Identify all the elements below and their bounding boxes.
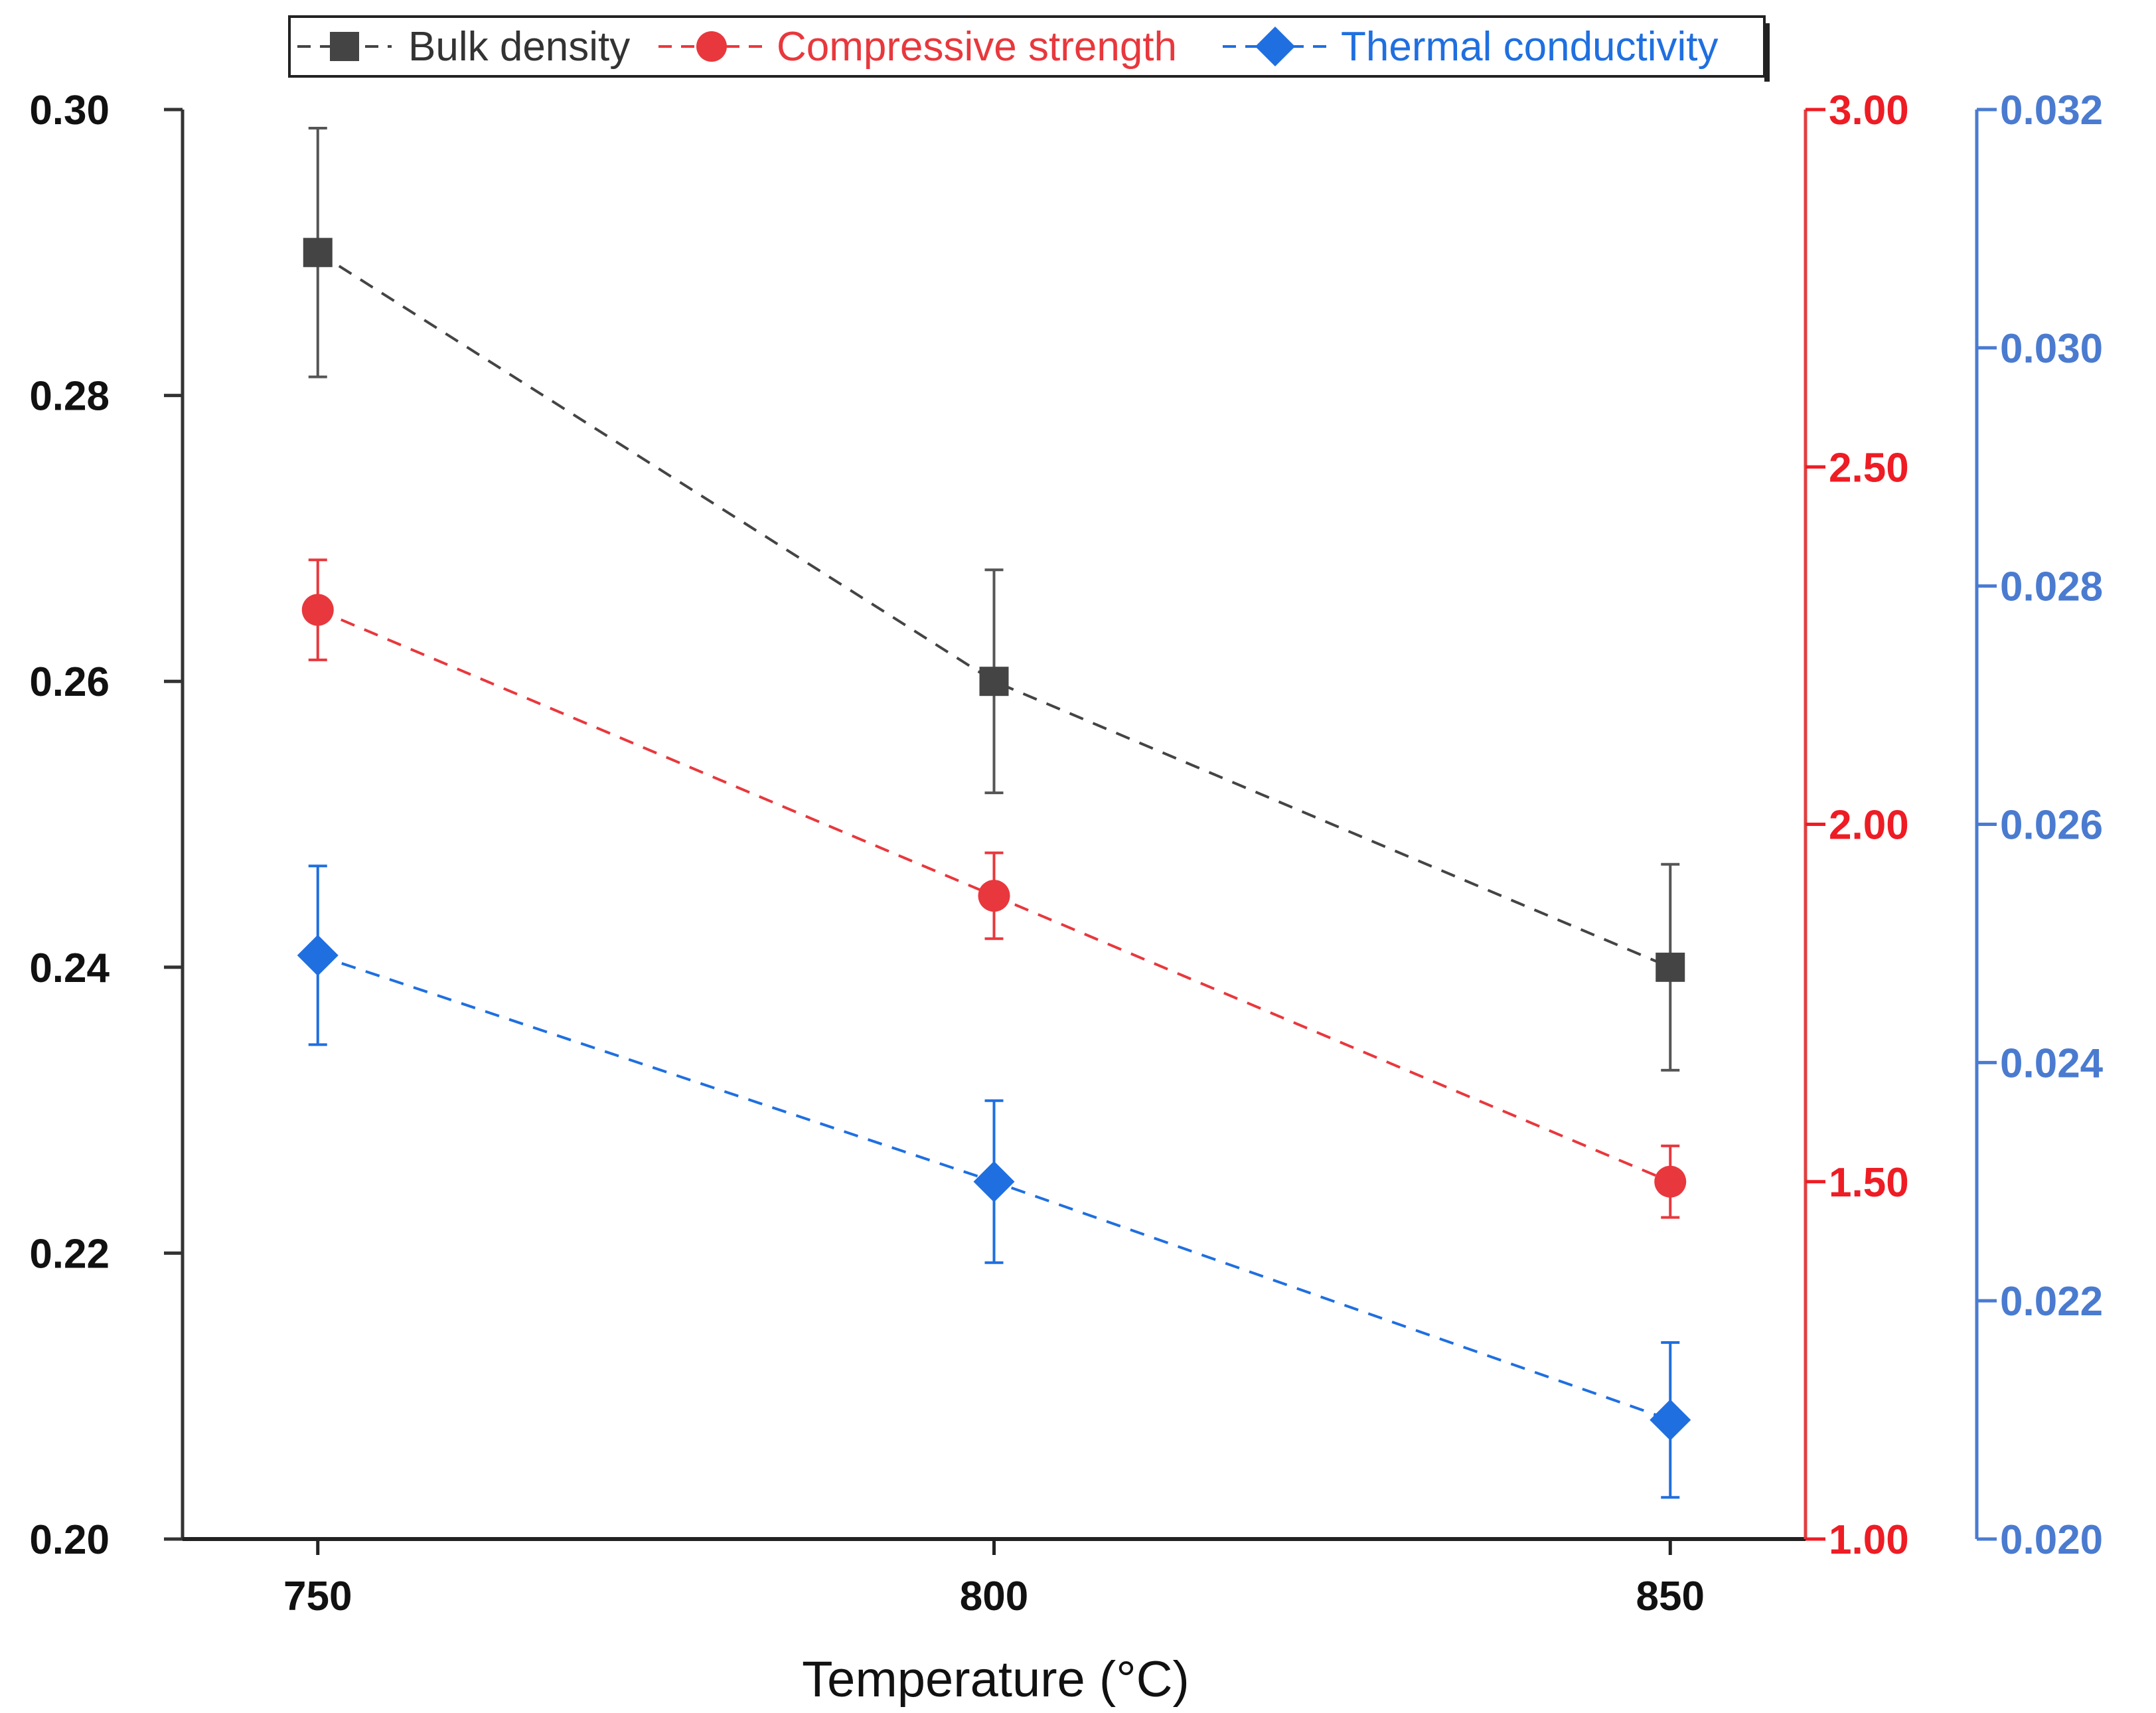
left-axis-tick-label: 0.24 [29,945,110,991]
legend-square-marker [330,32,359,61]
legend-item-compressive-strength: Compressive strength [658,24,1177,70]
right1-axis-tick-label: 2.50 [1829,445,1909,491]
left-axis-tick-label: 0.20 [29,1517,110,1563]
data-point-compressive-strength [1654,1165,1687,1198]
legend-label: Compressive strength [777,24,1177,70]
legend: Bulk density Compressive strength Therma… [288,15,1770,82]
left-axis-tick-label: 0.26 [29,659,110,705]
legend-label: Thermal conductivity [1341,24,1719,70]
x-axis-tick-label: 800 [960,1574,1028,1619]
right2-axis-tick-label: 0.030 [2000,326,2103,372]
legend-label: Bulk density [408,24,630,70]
right2-axis-tick-label: 0.028 [2000,564,2103,610]
x-axis-title: Temperature (°C) [802,1651,1190,1708]
data-point-thermal-conductivity [973,1161,1015,1202]
data-point-compressive-strength [978,880,1010,912]
right2-axis-tick-label: 0.022 [2000,1279,2103,1325]
series-line-bulk-density [317,251,1671,969]
data-point-compressive-strength [301,594,334,626]
x-axis-tick-label: 850 [1636,1574,1705,1619]
left-axis-tick-label: 0.22 [29,1231,110,1277]
ticks-layer: 0.20 0.22 0.24 0.26 0.28 0.30 1.00 1.50 2.00 2.50… [29,88,2103,1619]
legend-item-bulk-density: Bulk density [297,24,630,70]
legend-shadow [1764,23,1770,82]
legend-diamond-marker [1255,27,1295,66]
right1-axis-tick-label: 1.50 [1829,1160,1909,1206]
right1-axis-tick-label: 1.00 [1829,1517,1909,1563]
legend-circle-marker [696,31,727,62]
data-point-thermal-conductivity [297,934,339,976]
right1-axis-tick-label: 2.00 [1829,803,1909,849]
left-axis-tick-label: 0.28 [29,374,110,420]
right2-axis-tick-label: 0.020 [2000,1517,2103,1563]
right1-axis-tick-label: 3.00 [1829,88,1909,133]
data-point-bulk-density [303,238,333,268]
legend-box [288,15,1766,78]
left-axis-tick-label: 0.30 [29,88,110,133]
error-bars [308,126,1680,1499]
right2-axis-tick-label: 0.026 [2000,803,2103,849]
right2-axis-tick-label: 0.024 [2000,1040,2104,1086]
legend-item-thermal-conductivity: Thermal conductivity [1223,24,1719,70]
right2-axis-tick-label: 0.032 [2000,88,2103,133]
data-point-bulk-density [1656,952,1685,982]
axes-layer [181,110,1979,1541]
markers-layer [297,238,1691,1441]
data-point-thermal-conductivity [1650,1399,1691,1441]
data-point-bulk-density [979,667,1009,696]
x-axis-tick-label: 750 [283,1574,352,1619]
